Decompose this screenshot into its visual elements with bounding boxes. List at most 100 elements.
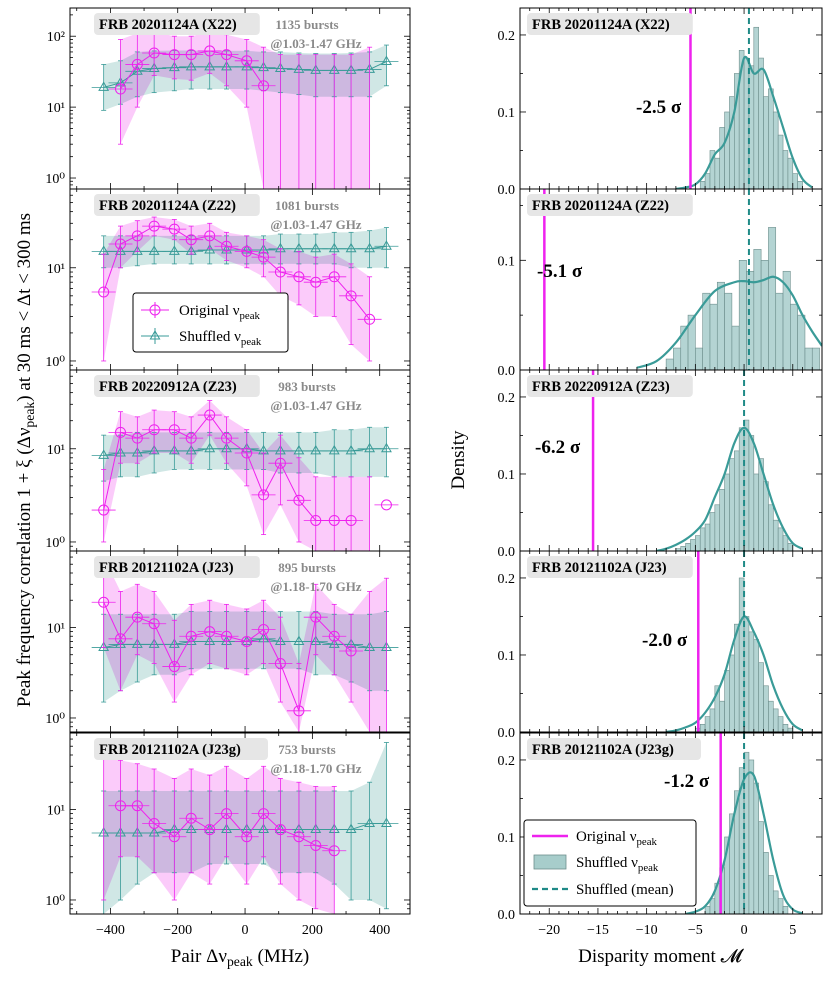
shuffled-point [380,442,392,453]
panel-title-box [527,194,693,216]
histogram-bar [782,535,789,551]
shuffled-point [148,245,160,255]
histogram-bar [695,347,703,370]
histogram-bar [746,270,755,370]
original-point [241,55,253,67]
x-tick-label: 0 [741,923,748,938]
y-tick-label: 10¹ [47,803,65,818]
histogram-bar [699,527,706,551]
histogram-bar [709,303,718,370]
histogram-bar [687,314,696,370]
original-point [168,661,180,673]
histogram-bar [748,631,755,732]
histogram-bar [763,685,769,732]
shuffled-point [364,442,376,453]
histogram-bar [804,347,813,370]
original-point [131,800,143,812]
histogram-bar [709,708,716,732]
original-point [258,623,270,635]
histogram-bar [719,700,725,732]
histogram-bar [763,852,769,914]
original-point [274,457,286,469]
original-point [293,831,305,843]
x-tick-label: −200 [163,923,192,938]
histogram-bar [753,26,759,189]
original-point [345,514,357,526]
histogram-bar [758,821,764,914]
original-point [148,424,160,436]
histogram-bar [685,542,691,551]
original-point [221,630,233,642]
histogram-bar [787,542,794,551]
histogram-bar [797,314,806,370]
plot-area [685,733,803,914]
original-point [241,447,253,459]
histogram-bar [772,519,779,551]
sigma-label: -2.5 σ [636,97,682,118]
shuffled-point [380,55,392,65]
kde-curve [636,275,822,369]
y-tick-label: 10¹ [47,621,65,636]
original-point [328,630,340,642]
histogram-bar [753,639,759,732]
original-series [91,216,382,362]
plot-area [91,31,399,189]
right-x-axis-label: Disparity moment 𝓜 [578,946,744,967]
histogram-bar [729,458,735,551]
y-tick-label: 0.1 [498,254,516,269]
original-series [101,754,347,914]
shuffled-point [310,242,322,253]
original-point [310,611,322,623]
histogram-bar [734,450,740,551]
shuffled-point [328,242,340,253]
original-band [103,400,370,551]
original-point [258,251,270,263]
panel-title-box [94,194,260,216]
shuffled-point [380,817,392,827]
histogram-bar [777,716,784,732]
subscript: peak [22,402,37,428]
right-y-axis-label: Density [448,430,469,490]
original-point [310,276,322,288]
histogram-bar [704,523,711,551]
burst-count: 1081 bursts [275,198,339,213]
histogram-bar [772,111,779,189]
shuffled-point [345,444,357,455]
y-tick-label: 0.1 [498,649,516,664]
original-point [185,432,197,444]
left-y-axis-label: Peak frequency correlation 1 + ξ (Δνpeak… [14,213,37,707]
original-point [204,45,216,57]
label-suffix: ) at 30 ms < Δt < 300 ms [14,213,35,402]
histogram-bar [768,700,774,732]
shuffled-point [148,444,160,455]
sigma-label: -6.2 σ [535,437,581,458]
histogram-bar [724,670,730,732]
histogram-bar [768,88,774,189]
shuffled-point [131,245,143,255]
original-point [258,489,270,501]
histogram-bar [797,180,803,189]
histogram-bar [714,157,721,189]
y-tick-label: 0.0 [498,364,516,379]
histogram-bar [763,481,769,551]
plot-area [665,551,804,732]
y-tick-label: 0.2 [498,572,516,587]
original-point [114,426,126,438]
original-point [185,630,197,642]
y-tick-label: 10⁰ [45,172,65,187]
histogram-bar [768,504,774,551]
legend-shuffled-patch [533,854,567,870]
x-tick-label: 400 [369,923,390,938]
histogram-bar [758,57,764,189]
original-point [293,494,305,506]
y-tick-label: 0.1 [498,468,516,483]
x-tick-label: 200 [302,923,323,938]
y-tick-label: 0.2 [498,29,516,44]
y-tick-label: 10² [47,30,65,45]
original-point [148,220,160,232]
original-point [345,645,357,657]
y-tick-label: 0.1 [498,831,516,846]
original-point [114,238,126,250]
plot-area [91,742,399,914]
shuffled-point [293,444,305,455]
